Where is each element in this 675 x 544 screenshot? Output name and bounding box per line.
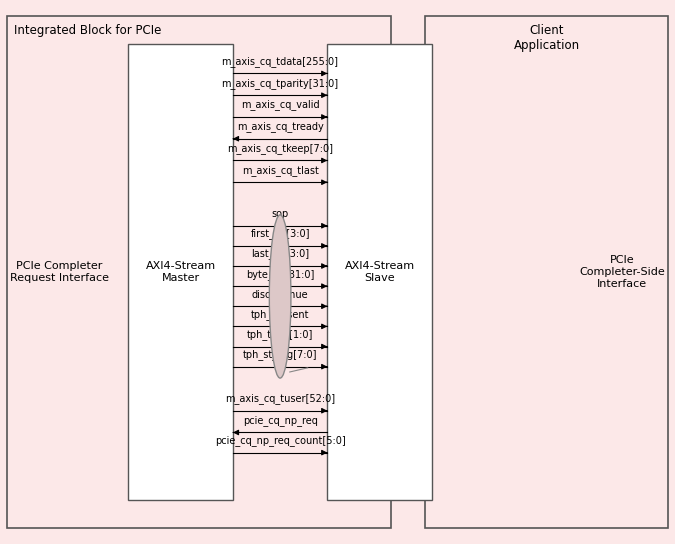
Ellipse shape <box>269 215 291 378</box>
Text: tph_type[1:0]: tph_type[1:0] <box>247 329 313 340</box>
Bar <box>128 44 233 500</box>
Text: m_axis_cq_tlast: m_axis_cq_tlast <box>242 165 319 176</box>
Text: pcie_cq_np_req: pcie_cq_np_req <box>243 415 317 426</box>
Text: Integrated Block for PCIe: Integrated Block for PCIe <box>14 24 161 38</box>
Text: PCIe
Completer-Side
Interface: PCIe Completer-Side Interface <box>579 255 665 289</box>
Text: sop: sop <box>271 209 289 219</box>
Text: m_axis_cq_tdata[255:0]: m_axis_cq_tdata[255:0] <box>221 56 339 67</box>
Text: AXI4-Stream
Slave: AXI4-Stream Slave <box>345 261 414 283</box>
Text: m_axis_cq_tparity[31:0]: m_axis_cq_tparity[31:0] <box>221 78 339 89</box>
Text: tph_present: tph_present <box>251 309 309 320</box>
Text: AXI4-Stream
Master: AXI4-Stream Master <box>146 261 215 283</box>
Text: PCIe Completer
Request Interface: PCIe Completer Request Interface <box>10 261 109 283</box>
Text: pcie_cq_np_req_count[5:0]: pcie_cq_np_req_count[5:0] <box>215 435 346 446</box>
Bar <box>7 16 391 528</box>
Bar <box>327 44 432 500</box>
Text: discontinue: discontinue <box>252 290 308 300</box>
Text: m_axis_cq_tuser[52:0]: m_axis_cq_tuser[52:0] <box>225 393 335 404</box>
Text: m_axis_cq_tready: m_axis_cq_tready <box>237 121 323 132</box>
Text: byte_en[31:0]: byte_en[31:0] <box>246 269 315 280</box>
Bar <box>425 16 668 528</box>
Text: Client
Application: Client Application <box>514 24 580 52</box>
Text: last_be[3:0]: last_be[3:0] <box>251 249 309 259</box>
Text: first_be[3:0]: first_be[3:0] <box>250 228 310 239</box>
Text: m_axis_cq_tkeep[7:0]: m_axis_cq_tkeep[7:0] <box>227 143 333 154</box>
Text: tph_st_tag[7:0]: tph_st_tag[7:0] <box>243 349 317 360</box>
Text: m_axis_cq_valid: m_axis_cq_valid <box>241 100 319 110</box>
